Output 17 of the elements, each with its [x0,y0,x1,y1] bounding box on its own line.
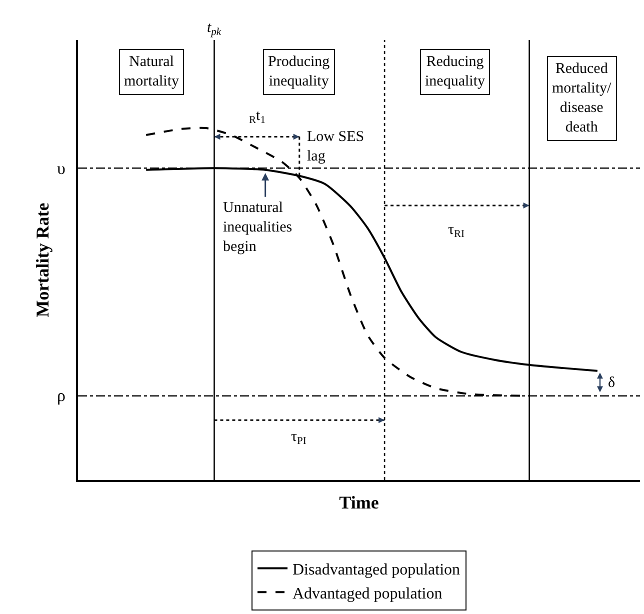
annotation: τ$_{PI}$ [291,429,307,448]
ref-line-label: υ [57,159,66,178]
annotation: Reduced mortality/ disease death [552,61,612,136]
text: Natural mortality [124,54,180,90]
annotation: Low SES lag [307,129,364,164]
ref-line-label: ρ [57,386,66,405]
y-axis-title: Mortality Rate [32,202,53,318]
text: $_{R}$t$_{1}$ [249,108,266,126]
text: Reducing inequality [425,54,486,90]
legend-label: Advantaged population [292,585,442,602]
annotation: τ$_{RI}$ [448,222,466,240]
annotation: Unnatural inequalities begin [223,200,292,255]
text: Producing inequality [268,54,330,90]
x-axis-title: Time [339,492,379,513]
legend-label: Disadvantaged population [292,562,460,579]
text: t$_{pk}$ [207,20,222,38]
annotation: δ [608,375,616,391]
